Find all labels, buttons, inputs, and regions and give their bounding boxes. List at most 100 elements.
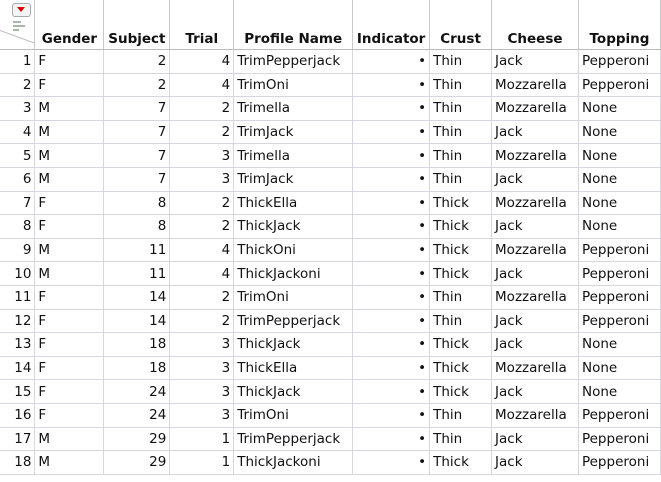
cell-subject[interactable]: 7 bbox=[103, 120, 171, 145]
cell-cheese[interactable]: Mozzarella bbox=[491, 356, 579, 381]
cell-crust[interactable]: Thin bbox=[429, 285, 493, 310]
cell-cheese[interactable]: Mozzarella bbox=[491, 403, 579, 428]
table-row[interactable]: 2 F 2 4 TrimOni • Thin Mozzarella Pepperoni bbox=[0, 73, 661, 98]
cell-cheese[interactable]: Jack bbox=[491, 309, 579, 334]
cell-trial[interactable]: 2 bbox=[169, 214, 235, 239]
cell-subject[interactable]: 7 bbox=[103, 143, 171, 168]
row-number[interactable]: 11 bbox=[0, 285, 36, 310]
cell-trial[interactable]: 3 bbox=[169, 143, 235, 168]
table-row[interactable]: 7 F 8 2 ThickElla • Thick Mozzarella None bbox=[0, 191, 661, 216]
row-number[interactable]: 7 bbox=[0, 191, 36, 216]
cell-gender[interactable]: F bbox=[34, 309, 105, 334]
row-number[interactable]: 1 bbox=[0, 49, 36, 74]
cell-subject[interactable]: 7 bbox=[103, 96, 171, 121]
cell-indicator[interactable]: • bbox=[352, 309, 431, 334]
cell-profile-name[interactable]: TrimOni bbox=[233, 403, 354, 428]
cell-indicator[interactable]: • bbox=[352, 49, 431, 74]
cell-crust[interactable]: Thin bbox=[429, 143, 493, 168]
cell-trial[interactable]: 3 bbox=[169, 356, 235, 381]
cell-cheese[interactable]: Jack bbox=[491, 427, 579, 452]
cell-crust[interactable]: Thick bbox=[429, 379, 493, 404]
cell-cheese[interactable]: Mozzarella bbox=[491, 191, 579, 216]
row-number[interactable]: 17 bbox=[0, 427, 36, 452]
table-row[interactable]: 9 M 11 4 ThickOni • Thick Mozzarella Pepperoni bbox=[0, 238, 661, 263]
cell-subject[interactable]: 11 bbox=[103, 238, 171, 263]
cell-gender[interactable]: M bbox=[34, 143, 105, 168]
cell-cheese[interactable]: Mozzarella bbox=[491, 238, 579, 263]
cell-profile-name[interactable]: TrimJack bbox=[233, 120, 354, 145]
cell-gender[interactable]: M bbox=[34, 120, 105, 145]
cell-cheese[interactable]: Jack bbox=[491, 450, 579, 475]
table-row[interactable]: 14 F 18 3 ThickElla • Thick Mozzarella None bbox=[0, 356, 661, 381]
cell-trial[interactable]: 4 bbox=[169, 73, 235, 98]
cell-crust[interactable]: Thin bbox=[429, 120, 493, 145]
cell-profile-name[interactable]: ThickJackoni bbox=[233, 450, 354, 475]
column-header-trial[interactable]: Trial bbox=[169, 0, 235, 50]
row-number[interactable]: 14 bbox=[0, 356, 36, 381]
cell-cheese[interactable]: Mozzarella bbox=[491, 285, 579, 310]
cell-trial[interactable]: 1 bbox=[169, 427, 235, 452]
table-row[interactable]: 11 F 14 2 TrimOni • Thin Mozzarella Pepperoni bbox=[0, 285, 661, 310]
cell-cheese[interactable]: Jack bbox=[491, 167, 579, 192]
cell-cheese[interactable]: Jack bbox=[491, 120, 579, 145]
cell-gender[interactable]: F bbox=[34, 356, 105, 381]
cell-gender[interactable]: F bbox=[34, 285, 105, 310]
cell-gender[interactable]: M bbox=[34, 96, 105, 121]
column-header-subject[interactable]: Subject bbox=[103, 0, 171, 50]
cell-indicator[interactable]: • bbox=[352, 167, 431, 192]
cell-subject[interactable]: 29 bbox=[103, 450, 171, 475]
cell-profile-name[interactable]: ThickElla bbox=[233, 356, 354, 381]
cell-indicator[interactable]: • bbox=[352, 427, 431, 452]
table-row[interactable]: 1 F 2 4 TrimPepperjack • Thin Jack Pepperoni bbox=[0, 49, 661, 74]
cell-topping[interactable]: Pepperoni bbox=[578, 427, 661, 452]
cell-topping[interactable]: None bbox=[578, 356, 661, 381]
cell-crust[interactable]: Thick bbox=[429, 356, 493, 381]
cell-crust[interactable]: Thin bbox=[429, 73, 493, 98]
red-triangle-menu-icon[interactable] bbox=[12, 3, 31, 17]
row-number[interactable]: 8 bbox=[0, 214, 36, 239]
row-number[interactable]: 13 bbox=[0, 332, 36, 357]
cell-crust[interactable]: Thick bbox=[429, 238, 493, 263]
cell-indicator[interactable]: • bbox=[352, 120, 431, 145]
cell-subject[interactable]: 8 bbox=[103, 191, 171, 216]
cell-subject[interactable]: 29 bbox=[103, 427, 171, 452]
cell-cheese[interactable]: Jack bbox=[491, 49, 579, 74]
column-header-indicator[interactable]: Indicator bbox=[352, 0, 431, 50]
cell-profile-name[interactable]: TrimPepperjack bbox=[233, 309, 354, 334]
cell-profile-name[interactable]: ThickJack bbox=[233, 379, 354, 404]
cell-topping[interactable]: None bbox=[578, 167, 661, 192]
cell-profile-name[interactable]: ThickJackoni bbox=[233, 261, 354, 286]
cell-crust[interactable]: Thin bbox=[429, 96, 493, 121]
cell-subject[interactable]: 24 bbox=[103, 379, 171, 404]
cell-subject[interactable]: 7 bbox=[103, 167, 171, 192]
cell-cheese[interactable]: Jack bbox=[491, 379, 579, 404]
cell-trial[interactable]: 3 bbox=[169, 403, 235, 428]
cell-topping[interactable]: Pepperoni bbox=[578, 450, 661, 475]
cell-gender[interactable]: F bbox=[34, 214, 105, 239]
cell-gender[interactable]: M bbox=[34, 261, 105, 286]
table-row[interactable]: 16 F 24 3 TrimOni • Thin Mozzarella Pepperoni bbox=[0, 403, 661, 428]
cell-indicator[interactable]: • bbox=[352, 238, 431, 263]
cell-profile-name[interactable]: TrimOni bbox=[233, 73, 354, 98]
cell-profile-name[interactable]: ThickElla bbox=[233, 191, 354, 216]
cell-crust[interactable]: Thin bbox=[429, 49, 493, 74]
cell-crust[interactable]: Thick bbox=[429, 191, 493, 216]
cell-indicator[interactable]: • bbox=[352, 191, 431, 216]
cell-crust[interactable]: Thick bbox=[429, 450, 493, 475]
cell-indicator[interactable]: • bbox=[352, 73, 431, 98]
cell-trial[interactable]: 4 bbox=[169, 49, 235, 74]
cell-trial[interactable]: 1 bbox=[169, 450, 235, 475]
column-header-gender[interactable]: Gender bbox=[34, 0, 105, 50]
rows-panel-icon[interactable] bbox=[13, 21, 25, 33]
cell-subject[interactable]: 14 bbox=[103, 309, 171, 334]
cell-topping[interactable]: Pepperoni bbox=[578, 238, 661, 263]
row-number[interactable]: 5 bbox=[0, 143, 36, 168]
cell-trial[interactable]: 2 bbox=[169, 191, 235, 216]
table-row[interactable]: 3 M 7 2 Trimella • Thin Mozzarella None bbox=[0, 96, 661, 121]
cell-crust[interactable]: Thick bbox=[429, 214, 493, 239]
column-header-topping[interactable]: Topping bbox=[578, 0, 661, 50]
cell-profile-name[interactable]: ThickOni bbox=[233, 238, 354, 263]
cell-crust[interactable]: Thick bbox=[429, 261, 493, 286]
cell-indicator[interactable]: • bbox=[352, 261, 431, 286]
column-header-crust[interactable]: Crust bbox=[429, 0, 493, 50]
